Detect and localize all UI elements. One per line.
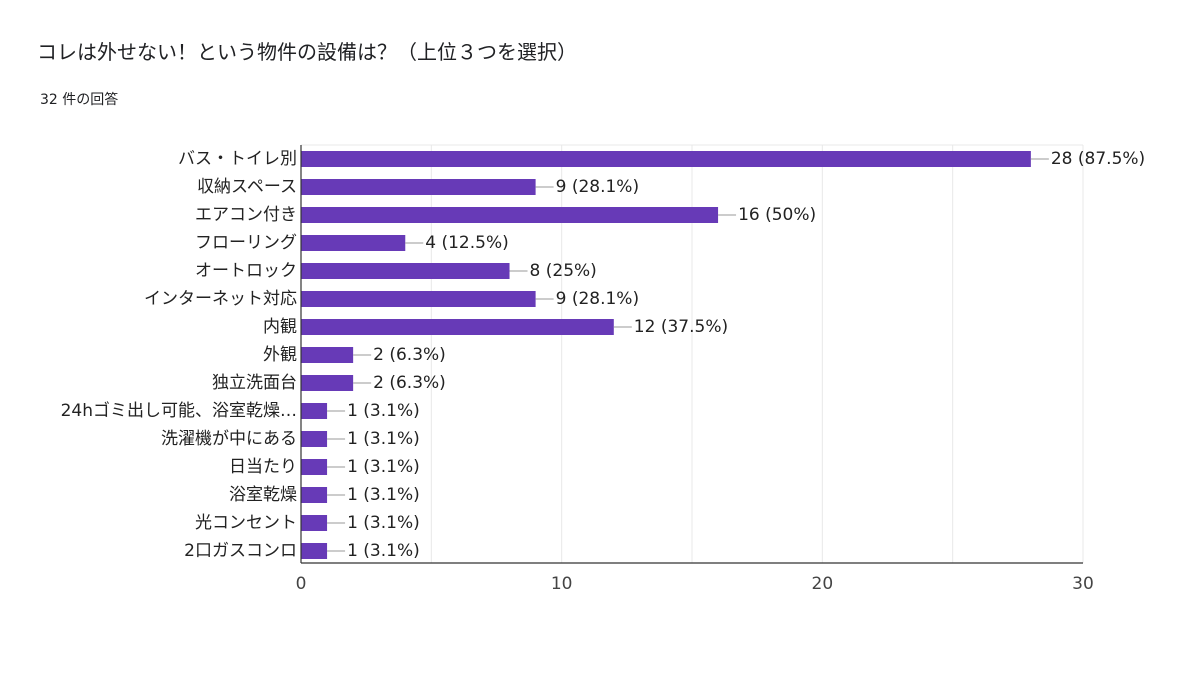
bar: [301, 431, 328, 447]
data-label: 1 (3.1%): [347, 457, 420, 477]
bar: [301, 207, 719, 223]
bar: [301, 263, 510, 279]
response-count: 32 件の回答: [40, 92, 119, 108]
bar: [301, 515, 328, 531]
x-tick-label: 20: [812, 574, 834, 594]
bar: [301, 291, 536, 307]
category-label: 内観: [263, 317, 297, 337]
data-label: 1 (3.1%): [347, 401, 420, 421]
bar: [301, 235, 406, 251]
data-label: 28 (87.5%): [1051, 149, 1145, 169]
bar: [301, 151, 1031, 167]
category-label: 浴室乾燥: [229, 485, 297, 505]
data-label: 12 (37.5%): [634, 317, 728, 337]
bar: [301, 347, 354, 363]
bar: [301, 543, 328, 559]
bar: [301, 375, 354, 391]
data-label: 1 (3.1%): [347, 541, 420, 561]
category-label: 光コンセント: [195, 513, 297, 533]
data-label: 1 (3.1%): [347, 429, 420, 449]
data-label: 9 (28.1%): [556, 289, 640, 309]
chart-title: コレは外せない！という物件の設備は？（上位３つを選択）: [37, 40, 577, 64]
labels: 28 (87.5%) バス・トイレ別 9 (28.1%) 収納スペース 16 (50%)…: [61, 149, 1146, 594]
data-label: 1 (3.1%): [347, 513, 420, 533]
x-tick-label: 0: [296, 574, 307, 594]
category-label: オートロック: [195, 261, 297, 281]
axes: [300, 145, 1083, 564]
category-label: 日当たり: [229, 457, 297, 477]
bar: [301, 459, 328, 475]
data-label: 2 (6.3%): [373, 345, 446, 365]
category-label: エアコン付き: [195, 205, 297, 225]
category-label: 外観: [263, 345, 297, 365]
category-label: 独立洗面台: [212, 373, 297, 393]
x-tick-label: 10: [551, 574, 573, 594]
category-label: 収納スペース: [197, 177, 297, 197]
data-label: 1 (3.1%): [347, 485, 420, 505]
data-label: 2 (6.3%): [373, 373, 446, 393]
category-label: 2口ガスコンロ: [184, 541, 297, 561]
category-label: インターネット対応: [144, 289, 297, 309]
data-label: 9 (28.1%): [556, 177, 640, 197]
bar: [301, 487, 328, 503]
data-label: 16 (50%): [738, 205, 816, 225]
bar: [301, 403, 328, 419]
category-label: 24hゴミ出し可能、浴室乾燥…: [61, 400, 297, 421]
category-label: フローリング: [195, 233, 297, 253]
category-label: バス・トイレ別: [178, 149, 297, 169]
x-tick-label: 30: [1072, 574, 1094, 594]
category-label: 洗濯機が中にある: [161, 429, 297, 449]
bar: [301, 179, 536, 195]
data-label: 4 (12.5%): [425, 233, 509, 253]
bars: [301, 151, 1031, 559]
data-label: 8 (25%): [530, 261, 597, 281]
gridlines: [301, 144, 1084, 563]
bar: [301, 319, 614, 335]
